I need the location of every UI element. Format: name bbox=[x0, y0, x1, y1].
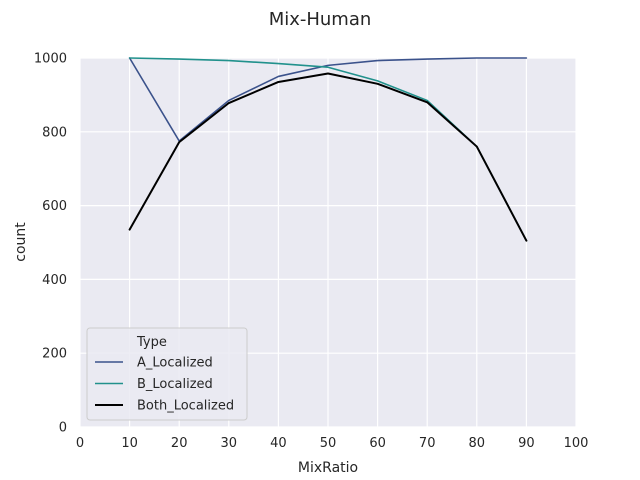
x-tick-label: 30 bbox=[221, 436, 238, 451]
legend-items: A_Localized B_Localized Both_Localized bbox=[95, 356, 234, 414]
chart-title: Mix-Human bbox=[269, 9, 372, 30]
series-line-both-localized bbox=[128, 72, 528, 242]
legend-label: B_Localized bbox=[137, 377, 213, 392]
x-tick-labels: 0 10 20 30 40 50 60 70 80 90 100 bbox=[76, 436, 589, 451]
y-tick-label: 600 bbox=[42, 199, 67, 214]
grid bbox=[79, 57, 577, 428]
x-tick-label: 50 bbox=[320, 436, 337, 451]
x-tick-label: 20 bbox=[171, 436, 188, 451]
x-tick-label: 60 bbox=[369, 436, 386, 451]
legend-label: A_Localized bbox=[137, 356, 213, 371]
legend: Type A_Localized B_Localized Both_Localize… bbox=[86, 327, 248, 421]
x-tick-label: 70 bbox=[419, 436, 436, 451]
series-line-a-localized bbox=[128, 57, 528, 142]
x-tick-label: 10 bbox=[121, 436, 138, 451]
x-tick-label: 100 bbox=[564, 436, 589, 451]
x-tick-label: 0 bbox=[76, 436, 84, 451]
series-lines bbox=[128, 57, 528, 242]
y-tick-labels: 0 200 400 600 800 1000 bbox=[34, 52, 67, 436]
y-tick-label: 400 bbox=[42, 273, 67, 288]
x-tick-label: 90 bbox=[518, 436, 535, 451]
y-tick-label: 0 bbox=[59, 421, 67, 436]
legend-box bbox=[86, 327, 248, 421]
y-tick-label: 800 bbox=[42, 125, 67, 140]
y-axis-label: count bbox=[13, 222, 29, 262]
x-axis-label: MixRatio bbox=[298, 460, 358, 476]
y-tick-label: 1000 bbox=[34, 52, 67, 67]
legend-label: Both_Localized bbox=[137, 399, 234, 414]
legend-title: Type bbox=[136, 335, 167, 350]
y-tick-label: 200 bbox=[42, 347, 67, 362]
x-tick-label: 40 bbox=[270, 436, 287, 451]
x-tick-label: 80 bbox=[469, 436, 486, 451]
